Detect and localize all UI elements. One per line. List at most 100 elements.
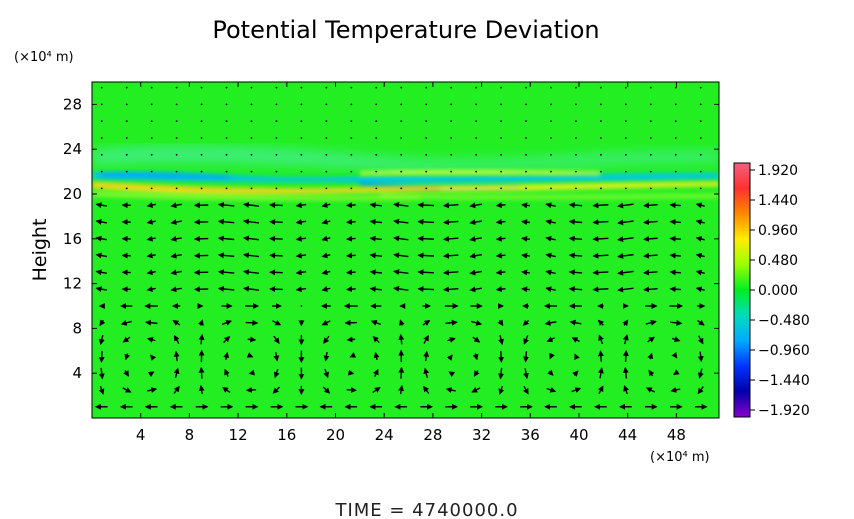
- velocity-vector: [545, 219, 556, 225]
- vector-dot: [475, 187, 478, 190]
- velocity-vector: [217, 235, 235, 242]
- velocity-vector: [643, 269, 658, 276]
- vector-dot: [425, 86, 428, 89]
- vector-dot: [375, 170, 378, 173]
- y-tick-label: 16: [63, 230, 82, 248]
- velocity-vector: [521, 235, 531, 242]
- velocity-vector: [643, 202, 658, 209]
- vector-dot: [225, 187, 228, 190]
- velocity-vector: [95, 269, 108, 276]
- vector-dot: [425, 170, 428, 173]
- y-axis: 4 8 12 16 20 24 28: [63, 95, 719, 382]
- velocity-vector: [95, 202, 108, 209]
- vector-dot: [125, 86, 128, 89]
- temperature-field: [92, 82, 719, 418]
- velocity-vector: [545, 252, 556, 259]
- velocity-vector: [393, 218, 409, 225]
- vector-dot: [500, 153, 502, 156]
- vector-dot: [475, 170, 478, 173]
- vector-dot: [475, 103, 478, 106]
- vector-dot: [624, 187, 627, 190]
- velocity-vector: [671, 351, 678, 359]
- velocity-vector: [697, 368, 704, 379]
- velocity-vector: [523, 385, 529, 395]
- vector-dot: [275, 86, 278, 89]
- vector-dot: [200, 153, 203, 156]
- vector-dot: [525, 170, 527, 173]
- velocity-vector: [472, 353, 479, 361]
- vector-dot: [350, 86, 353, 89]
- velocity-vector: [495, 235, 506, 242]
- velocity-vector: [469, 286, 482, 293]
- velocity-vector: [469, 202, 482, 209]
- vector-dot: [649, 103, 652, 106]
- vector-dot: [475, 86, 478, 89]
- velocity-vector: [643, 219, 658, 226]
- vector-dot: [624, 103, 627, 106]
- velocity-vector: [122, 336, 131, 343]
- vector-dot: [500, 86, 502, 89]
- vector-dot: [525, 187, 527, 190]
- vector-dot: [350, 120, 353, 123]
- vector-dot: [500, 103, 502, 106]
- velocity-vector: [323, 352, 330, 362]
- velocity-vector: [147, 371, 155, 378]
- velocity-vector: [369, 269, 383, 276]
- velocity-vector: [242, 218, 260, 225]
- velocity-vector: [172, 320, 181, 326]
- velocity-vector: [346, 202, 356, 209]
- velocity-vector: [269, 252, 283, 259]
- velocity-vector: [95, 235, 108, 242]
- velocity-vector: [146, 202, 156, 208]
- velocity-vector: [695, 219, 705, 226]
- velocity-vector: [346, 252, 356, 259]
- velocity-vector: [146, 218, 156, 225]
- velocity-vector: [574, 353, 580, 361]
- vector-dot: [649, 153, 652, 156]
- velocity-vector: [617, 252, 634, 259]
- vector-dot: [350, 187, 353, 190]
- vector-dot: [400, 137, 403, 139]
- velocity-vector: [669, 202, 682, 209]
- vector-dot: [275, 187, 278, 190]
- velocity-vector: [670, 386, 681, 393]
- y-tick-label: 24: [63, 140, 82, 158]
- x-tick-label: 48: [667, 426, 686, 444]
- vector-dot: [525, 86, 527, 89]
- x-tick-label: 24: [375, 426, 394, 444]
- velocity-vector: [672, 369, 680, 376]
- velocity-vector: [422, 385, 430, 394]
- vector-dot: [100, 120, 103, 123]
- vector-dot: [300, 103, 303, 106]
- vector-dot: [550, 103, 552, 106]
- vector-dot: [575, 153, 577, 156]
- velocity-vector: [569, 319, 582, 326]
- velocity-vector: [146, 252, 156, 259]
- velocity-vector: [295, 286, 307, 293]
- vector-dot: [350, 170, 353, 173]
- velocity-vector: [445, 387, 456, 394]
- vector-dot: [575, 137, 577, 139]
- vector-dot: [525, 153, 527, 156]
- velocity-vector: [417, 235, 435, 242]
- velocity-vector: [647, 352, 654, 360]
- vector-dot: [550, 153, 552, 156]
- vector-dot: [649, 170, 652, 173]
- velocity-vector: [568, 252, 583, 259]
- vector-dot: [150, 187, 153, 190]
- velocity-vector: [498, 367, 505, 380]
- velocity-vector: [545, 269, 556, 276]
- velocity-vector: [423, 334, 429, 344]
- vector-dot: [100, 170, 103, 173]
- vector-dot: [699, 137, 702, 139]
- vector-dot: [150, 170, 153, 173]
- velocity-vector: [369, 202, 383, 209]
- velocity-vector: [346, 386, 357, 393]
- velocity-vector: [495, 252, 506, 259]
- velocity-vector: [323, 335, 330, 344]
- vector-dot: [600, 120, 602, 123]
- velocity-vector: [442, 252, 459, 259]
- vector-dot: [624, 153, 627, 156]
- velocity-vector: [372, 335, 380, 344]
- velocity-vector: [592, 269, 609, 276]
